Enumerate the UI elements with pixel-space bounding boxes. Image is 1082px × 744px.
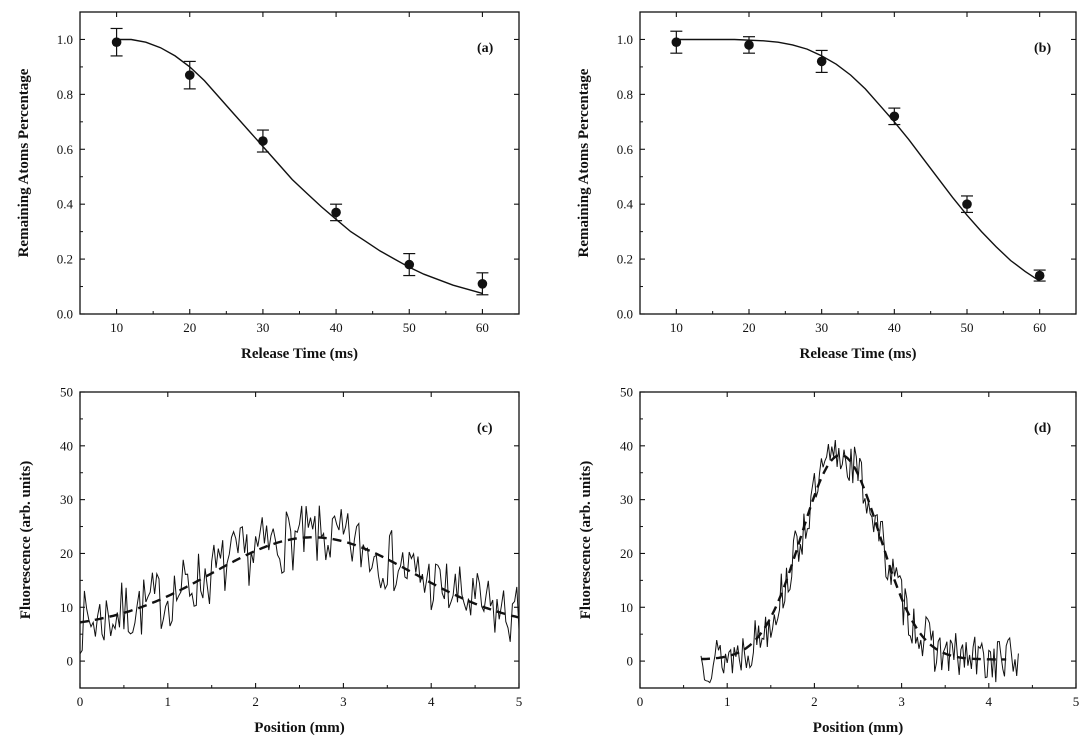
y-tick-label: 0.0 — [617, 307, 633, 322]
x-tick-label: 60 — [1033, 320, 1046, 335]
plot-frame — [639, 11, 1077, 315]
y-tick-label: 0.4 — [57, 197, 74, 212]
x-tick-label: 10 — [110, 320, 123, 335]
y-axis-title: Remaining Atoms Percentage — [16, 68, 32, 257]
y-tick-label: 40 — [60, 438, 73, 453]
x-tick-label: 0 — [77, 694, 84, 709]
y-tick-label: 0.6 — [617, 142, 634, 157]
panel-label: (a) — [477, 41, 494, 56]
plot-frame — [79, 391, 520, 689]
x-tick-label: 50 — [403, 320, 416, 335]
data-point — [962, 199, 972, 209]
y-tick-label: 10 — [60, 600, 73, 615]
x-tick-label: 30 — [256, 320, 269, 335]
x-tick-label: 30 — [815, 320, 828, 335]
panel-label: (b) — [1034, 41, 1051, 56]
y-tick-label: 0 — [627, 654, 634, 669]
y-axis-title: Fluorescence (arb. units) — [578, 461, 594, 619]
x-tick-label: 3 — [898, 694, 905, 709]
signal-trace — [700, 439, 1019, 684]
panel-label: (d) — [1034, 421, 1051, 436]
y-tick-label: 20 — [620, 546, 633, 561]
y-tick-label: 40 — [620, 438, 633, 453]
y-tick-label: 0 — [67, 654, 74, 669]
data-point — [404, 259, 415, 270]
x-tick-label: 50 — [961, 320, 974, 335]
y-tick-label: 1.0 — [57, 32, 73, 47]
x-tick-label: 20 — [183, 320, 196, 335]
data-point — [258, 136, 268, 146]
data-point — [477, 279, 488, 289]
x-tick-label: 4 — [986, 694, 993, 709]
chart-panel-a: 10 20 30 40 50 60 0.0 0.2 0.4 0.6 0.8 1.0 Release Ti… — [16, 11, 520, 362]
data-point — [111, 37, 122, 47]
panel-label: (c) — [477, 421, 493, 436]
plot-frame — [79, 11, 520, 315]
x-tick-label: 10 — [670, 320, 683, 335]
y-axis-title: Fluorescence (arb. units) — [18, 461, 34, 619]
data-point — [744, 40, 754, 50]
y-tick-label: 0.2 — [57, 252, 73, 267]
x-axis-title: Release Time (ms) — [800, 346, 917, 362]
x-tick-label: 0 — [637, 694, 644, 709]
x-tick-label: 40 — [888, 320, 901, 335]
y-tick-label: 50 — [620, 385, 633, 400]
y-tick-label: 1.0 — [617, 32, 633, 47]
x-tick-label: 2 — [252, 694, 259, 709]
y-tick-label: 0.4 — [617, 197, 634, 212]
x-tick-label: 20 — [743, 320, 756, 335]
data-point — [671, 37, 682, 47]
chart-panel-b: 10 20 30 40 50 60 0.0 0.2 0.4 0.6 0.8 1.0 Release Ti… — [576, 11, 1077, 362]
y-tick-label: 20 — [60, 546, 73, 561]
y-tick-label: 10 — [620, 600, 633, 615]
data-point — [184, 70, 195, 80]
x-tick-label: 60 — [476, 320, 489, 335]
x-tick-label: 5 — [1073, 694, 1080, 709]
gaussian-fit-curve — [79, 536, 520, 624]
x-tick-label: 2 — [811, 694, 818, 709]
y-tick-label: 50 — [60, 385, 73, 400]
data-point — [889, 111, 900, 122]
data-point — [1034, 270, 1045, 281]
y-tick-label: 30 — [620, 492, 633, 507]
fit-curve — [116, 38, 483, 295]
x-tick-label: 40 — [330, 320, 343, 335]
x-tick-label: 4 — [428, 694, 435, 709]
x-axis-title: Position (mm) — [254, 720, 344, 736]
data-point — [816, 56, 827, 67]
x-axis-title: Release Time (ms) — [241, 346, 358, 362]
y-tick-label: 0.8 — [57, 87, 73, 102]
x-tick-label: 1 — [724, 694, 731, 709]
y-tick-label: 0.2 — [617, 252, 633, 267]
fit-curve — [676, 38, 1041, 282]
gaussian-fit-curve — [700, 453, 1007, 661]
y-axis-title: Remaining Atoms Percentage — [576, 68, 592, 257]
signal-trace — [79, 505, 520, 655]
x-tick-label: 3 — [340, 694, 347, 709]
x-tick-label: 5 — [516, 694, 523, 709]
y-tick-label: 0.0 — [57, 307, 73, 322]
x-tick-label: 1 — [165, 694, 172, 709]
x-axis-title: Position (mm) — [813, 720, 903, 736]
y-tick-label: 0.6 — [57, 142, 74, 157]
y-tick-label: 0.8 — [617, 87, 633, 102]
y-tick-label: 30 — [60, 492, 73, 507]
data-point — [331, 207, 341, 218]
